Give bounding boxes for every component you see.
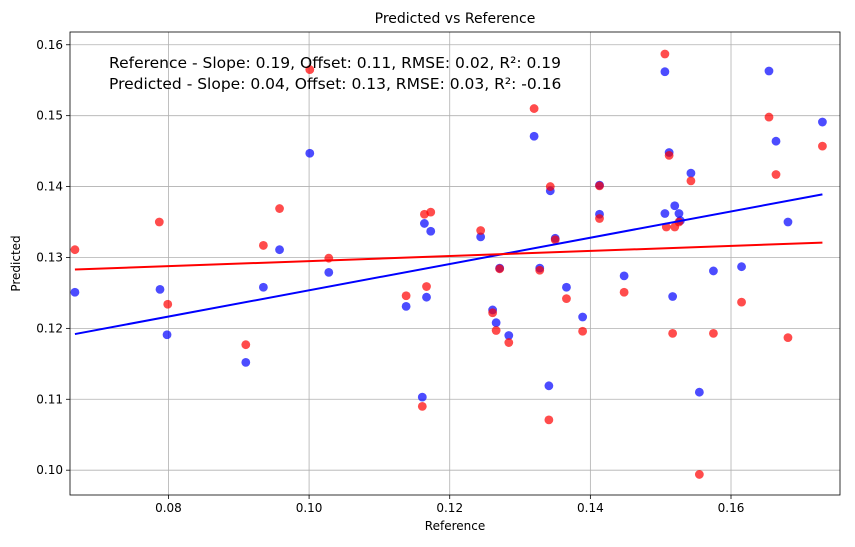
predicted-point <box>694 470 704 479</box>
annotation-reference-stats: Reference - Slope: 0.19, Offset: 0.11, R… <box>109 54 561 72</box>
y-tick-label: 0.14 <box>36 180 63 194</box>
predicted-point <box>426 207 436 217</box>
reference-fit-line <box>74 193 823 336</box>
predicted-point <box>488 308 498 318</box>
predicted-point <box>545 182 555 191</box>
reference-point <box>70 287 80 297</box>
predicted-point <box>491 326 501 335</box>
x-axis: 0.08 0.10 0.12 0.14 0.16 <box>155 495 744 515</box>
reference-point <box>241 358 251 367</box>
y-tick-label: 0.15 <box>36 109 63 123</box>
y-axis-label: Predicted <box>9 235 23 291</box>
predicted-point <box>818 141 827 151</box>
reference-point <box>476 232 486 242</box>
predicted-point <box>305 65 315 74</box>
reference-point <box>686 168 696 178</box>
reference-point <box>619 271 629 281</box>
predicted-point <box>476 226 486 235</box>
x-tick-label: 0.10 <box>296 501 323 515</box>
reference-point <box>426 226 436 236</box>
annotation-predicted-stats: Predicted - Slope: 0.04, Offset: 0.13, R… <box>109 75 561 93</box>
predicted-point <box>619 287 629 297</box>
predicted-point <box>562 294 571 303</box>
reference-point <box>694 387 704 397</box>
predicted-point <box>241 340 251 350</box>
x-axis-label: Reference <box>425 519 485 533</box>
reference-point <box>491 318 501 328</box>
reference-point <box>258 282 268 292</box>
predicted-point <box>275 204 284 213</box>
reference-point <box>562 282 571 292</box>
y-tick-label: 0.13 <box>36 250 63 264</box>
predicted-point <box>422 282 431 291</box>
reference-point <box>660 209 670 218</box>
predicted-point <box>686 176 696 186</box>
plot-frame <box>69 31 841 496</box>
predicted-point <box>258 241 268 250</box>
predicted-point <box>401 291 411 301</box>
predicted-point <box>664 150 674 160</box>
reference-point <box>709 266 718 276</box>
x-tick-label: 0.14 <box>577 501 604 515</box>
predicted-point <box>783 333 793 342</box>
reference-point <box>818 117 827 127</box>
reference-point <box>544 381 554 391</box>
predicted-point <box>660 49 670 59</box>
reference-point <box>305 148 315 158</box>
reference-point <box>668 292 678 301</box>
predicted-point <box>544 415 554 425</box>
reference-point <box>275 245 284 255</box>
reference-point <box>737 262 746 272</box>
reference-point <box>324 267 334 277</box>
reference-point <box>401 301 411 311</box>
predicted-point <box>595 214 604 223</box>
y-tick-label: 0.16 <box>36 38 63 52</box>
x-tick-label: 0.16 <box>718 501 745 515</box>
predicted-point <box>771 170 781 179</box>
predicted-point <box>578 326 588 336</box>
predicted-point <box>529 104 539 113</box>
predicted-point <box>70 245 80 255</box>
reference-point <box>155 284 165 294</box>
reference-point <box>420 219 429 228</box>
predicted-point <box>504 338 514 347</box>
fit-lines <box>74 193 823 336</box>
reference-point <box>783 217 793 227</box>
predicted-point <box>668 328 678 338</box>
reference-point <box>504 331 514 340</box>
reference-point <box>422 292 431 302</box>
reference-point <box>578 312 588 322</box>
reference-point <box>764 66 774 76</box>
predicted-fit-line <box>74 241 823 271</box>
predicted-point <box>764 112 774 122</box>
predicted-point <box>417 401 427 411</box>
scatter-points <box>70 49 827 479</box>
predicted-point <box>495 264 505 274</box>
x-tick-label: 0.12 <box>436 501 463 515</box>
reference-point <box>674 209 684 218</box>
reference-point <box>417 392 427 402</box>
predicted-point <box>595 181 604 191</box>
predicted-point <box>163 299 173 309</box>
reference-point <box>162 330 172 340</box>
reference-point <box>660 67 670 77</box>
predicted-point <box>550 235 560 245</box>
reference-point <box>771 136 781 146</box>
reference-point <box>670 201 680 211</box>
predicted-point <box>154 217 164 227</box>
grid <box>70 32 840 495</box>
predicted-point <box>709 328 718 338</box>
predicted-point <box>737 297 746 307</box>
y-tick-label: 0.10 <box>36 463 63 477</box>
predicted-point <box>535 265 545 275</box>
x-tick-label: 0.08 <box>155 501 182 515</box>
reference-point <box>529 131 539 141</box>
y-tick-label: 0.12 <box>36 321 63 335</box>
y-tick-label: 0.11 <box>36 392 63 406</box>
chart-title: Predicted vs Reference <box>375 11 536 27</box>
y-axis: 0.10 0.11 0.12 0.13 0.14 0.15 0.16 <box>36 38 70 477</box>
